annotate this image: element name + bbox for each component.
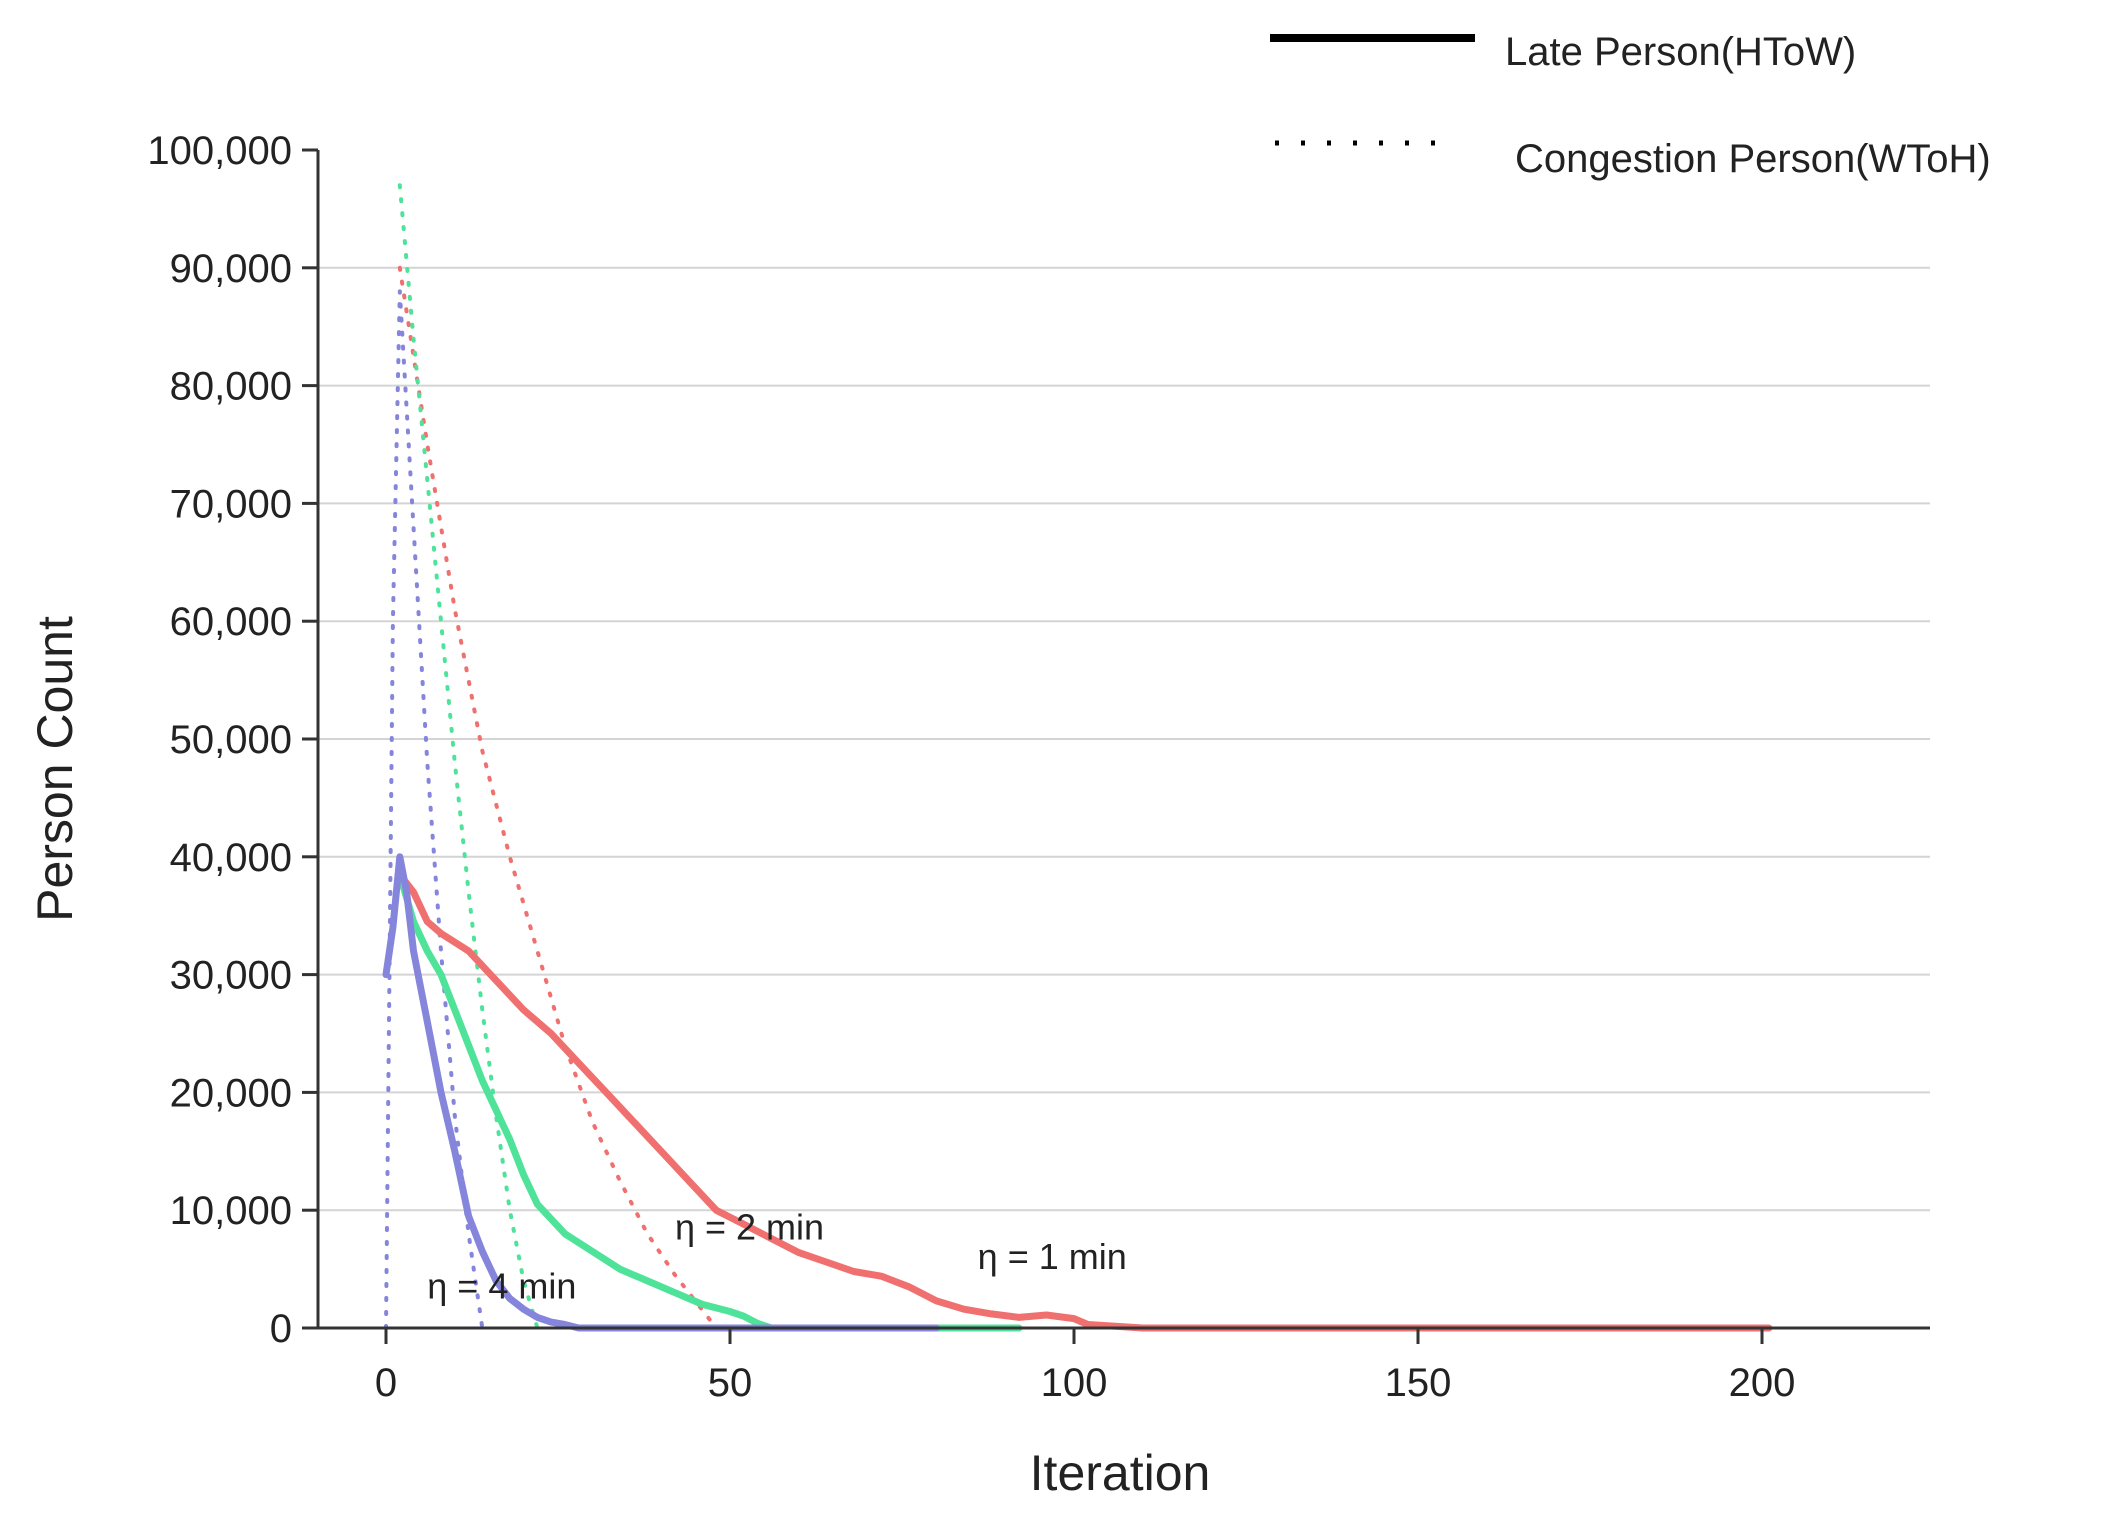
annotations: η = 1 min η = 2 min η = 4 min xyxy=(427,1207,1126,1307)
y-tick-label: 70,000 xyxy=(170,482,292,526)
y-tick-label: 30,000 xyxy=(170,954,292,998)
y-ticks: 0 10,000 20,000 30,000 40,000 50,000 60,000 70,… xyxy=(147,129,318,1351)
late-person-line-4-min xyxy=(382,853,940,1332)
x-tick-label: 150 xyxy=(1385,1361,1452,1405)
x-ticks: 0 50 100 150 200 xyxy=(375,1328,1796,1405)
x-tick-label: 0 xyxy=(375,1361,397,1405)
y-tick-label: 0 xyxy=(270,1307,292,1351)
legend-late-label: Late Person(HToW) xyxy=(1505,30,1856,74)
late-person-line-1-min xyxy=(396,871,1773,1332)
congestion-person-line-1-min xyxy=(397,265,719,1330)
y-tick-label: 80,000 xyxy=(170,365,292,409)
y-tick-label: 90,000 xyxy=(170,247,292,291)
y-tick-label: 10,000 xyxy=(170,1189,292,1233)
late-person-line-2-min xyxy=(396,871,1023,1332)
x-tick-label: 50 xyxy=(708,1361,753,1405)
y-tick-label: 40,000 xyxy=(170,836,292,880)
y-tick-label: 100,000 xyxy=(147,129,292,173)
eta-annotation: η = 2 min xyxy=(675,1207,824,1248)
legend-congestion-label: Congestion Person(WToH) xyxy=(1515,137,1991,181)
x-tick-label: 200 xyxy=(1729,1361,1796,1405)
x-axis-title: Iteration xyxy=(1030,1445,1211,1501)
congestion-person-line-4-min xyxy=(384,289,485,1330)
y-tick-label: 20,000 xyxy=(170,1071,292,1115)
legend: Late Person(HToW) Congestion Person(WToH… xyxy=(1270,30,1991,181)
eta-annotation: η = 4 min xyxy=(427,1266,576,1307)
y-axis-title: Person Count xyxy=(27,616,83,922)
y-tick-label: 50,000 xyxy=(170,718,292,762)
eta-annotation: η = 1 min xyxy=(978,1236,1127,1277)
series-layer xyxy=(382,183,1773,1332)
y-tick-label: 60,000 xyxy=(170,600,292,644)
grid-lines xyxy=(318,266,1930,1212)
x-tick-label: 100 xyxy=(1041,1361,1108,1405)
